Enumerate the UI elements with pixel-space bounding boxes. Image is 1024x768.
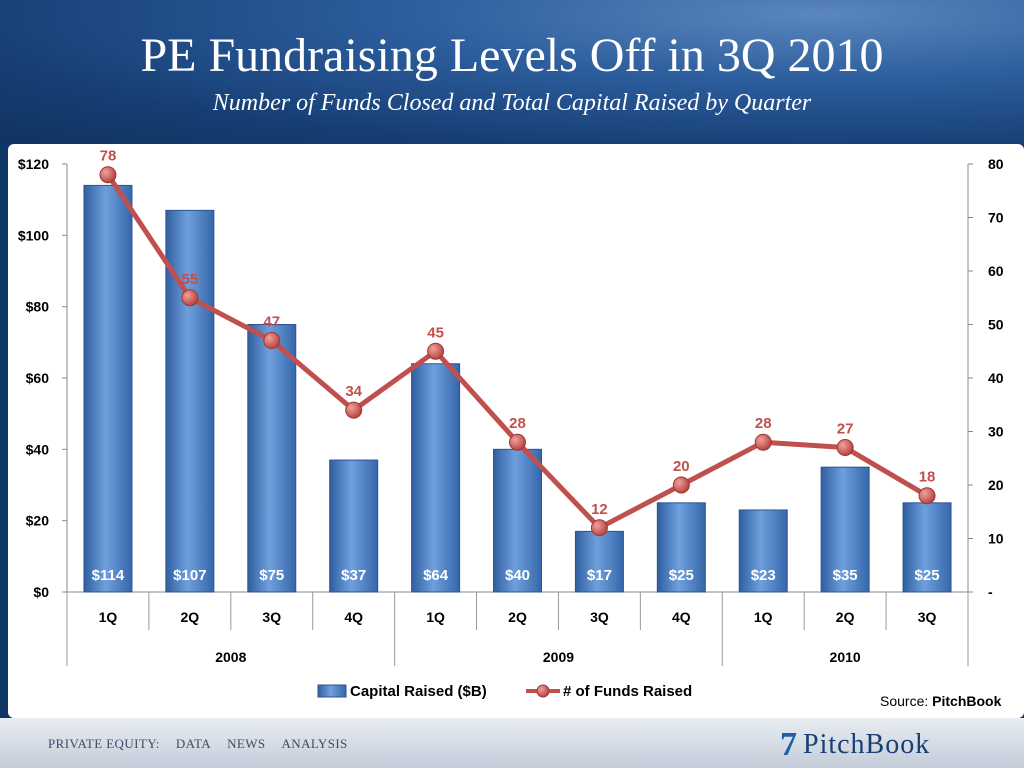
funds-point [918, 487, 936, 505]
right-tick-label: 50 [988, 317, 1004, 333]
category-label: 4Q [344, 609, 363, 625]
page-subtitle: Number of Funds Closed and Total Capital… [212, 90, 812, 116]
right-tick-label: 10 [988, 531, 1004, 547]
source-label: Source: [880, 693, 929, 709]
category-label: 4Q [672, 609, 691, 625]
category-label: 1Q [99, 609, 118, 625]
bar [83, 184, 133, 593]
category-label: 2Q [181, 609, 200, 625]
funds-point [181, 289, 199, 307]
bar [411, 363, 461, 593]
bar-value-label: $25 [915, 567, 940, 584]
funds-point [427, 342, 445, 360]
funds-point-label: 18 [919, 469, 936, 486]
funds-point-label: 78 [100, 148, 117, 165]
bar [738, 509, 788, 593]
funds-point [99, 166, 117, 184]
nav-private-equity: PRIVATE EQUITY: [48, 736, 160, 751]
bar-value-label: $107 [173, 567, 206, 584]
bar-value-label: $25 [669, 567, 694, 584]
left-tick-label: $20 [26, 513, 50, 529]
bar-value-label: $37 [341, 567, 366, 584]
nav-data[interactable]: DATA [175, 736, 212, 751]
source-name: PitchBook [932, 693, 1002, 709]
funds-point-label: 47 [263, 314, 280, 331]
funds-point-label: 28 [509, 415, 526, 432]
funds-point [672, 476, 690, 494]
right-tick-label: 60 [988, 263, 1004, 279]
left-tick-label: $80 [26, 299, 50, 315]
right-tick-label: 70 [988, 210, 1004, 226]
funds-point-label: 34 [345, 383, 362, 400]
bar [247, 324, 297, 593]
bar-value-label: $17 [587, 567, 612, 584]
left-tick-label: $0 [33, 584, 49, 600]
bar [820, 466, 870, 593]
bar-value-label: $23 [751, 567, 776, 584]
funds-point [836, 439, 854, 457]
left-tick-label: $60 [26, 370, 50, 386]
funds-point-label: 27 [837, 421, 854, 438]
right-tick-label: 80 [988, 156, 1004, 172]
legend-bar-swatch [317, 684, 347, 698]
funds-point-label: 20 [673, 458, 690, 475]
funds-point [509, 433, 526, 451]
right-tick-label: 20 [988, 477, 1004, 493]
bar-value-label: $40 [505, 567, 530, 584]
group-label: 2008 [215, 649, 246, 665]
funds-point [590, 519, 608, 537]
bar [329, 459, 379, 593]
group-label: 2010 [830, 649, 861, 665]
nav-analysis[interactable]: ANALYSIS [281, 736, 348, 751]
bar-value-label: $75 [259, 567, 284, 584]
nav-news[interactable]: NEWS [227, 736, 266, 751]
left-tick-label: $40 [26, 441, 50, 457]
funds-point [754, 433, 772, 451]
legend-bar-label: Capital Raised ($B) [350, 683, 487, 700]
bar-value-label: $114 [92, 567, 125, 584]
source-note: Source: PitchBook [880, 693, 1001, 709]
right-tick-label: 40 [988, 370, 1004, 386]
page-title: PE Fundraising Levels Off in 3Q 2010 [140, 29, 884, 82]
funds-point-label: 28 [755, 415, 772, 432]
category-label: 3Q [918, 609, 937, 625]
bar [493, 448, 542, 593]
pitchbook-logo-text: PitchBook [803, 729, 931, 760]
funds-point-label: 12 [591, 501, 608, 518]
bar [165, 209, 215, 593]
footer-bar [0, 718, 1024, 768]
funds-point [263, 332, 281, 350]
header-banner: PE Fundraising Levels Off in 3Q 2010 Num… [0, 0, 1024, 144]
funds-point-label: 55 [182, 271, 199, 288]
funds-point-label: 45 [427, 324, 444, 341]
left-tick-label: $100 [18, 227, 49, 243]
right-tick-label: - [988, 584, 993, 600]
bar-value-label: $35 [833, 567, 858, 584]
category-label: 2Q [836, 609, 855, 625]
bar [656, 502, 706, 593]
category-label: 1Q [426, 609, 445, 625]
chart: $0 $20 $40 $60 $80 $100 $120 - 10 20 30 40 50 60 70 80 1… [18, 148, 1004, 700]
legend-line-marker [536, 684, 550, 698]
category-label: 3Q [262, 609, 281, 625]
legend-line-label: # of Funds Raised [563, 683, 692, 700]
group-label: 2009 [543, 649, 574, 665]
left-tick-label: $120 [18, 156, 49, 172]
pitchbook-logo-icon: 7 [780, 726, 797, 763]
category-label: 3Q [590, 609, 609, 625]
category-label: 1Q [754, 609, 773, 625]
funds-point [345, 401, 363, 419]
footer-nav: PRIVATE EQUITY: DATA NEWS ANALYSIS [48, 736, 348, 752]
right-tick-label: 30 [988, 424, 1004, 440]
pitchbook-logo: 7 PitchBook [780, 728, 930, 762]
bar-value-label: $64 [423, 567, 449, 584]
category-label: 2Q [508, 609, 527, 625]
bar [574, 530, 624, 593]
